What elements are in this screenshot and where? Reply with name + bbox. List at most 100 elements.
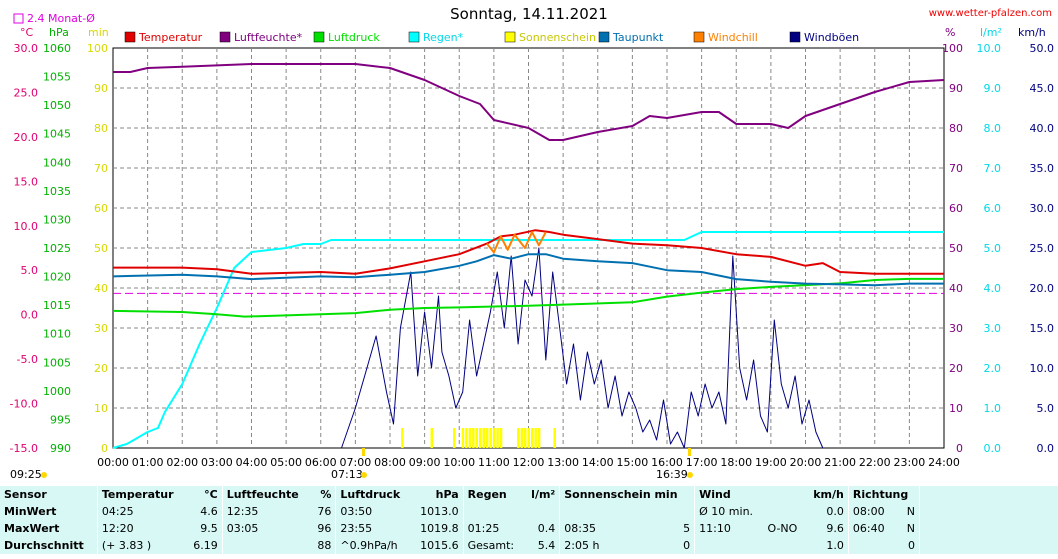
sunshine-tick: 60 — [94, 202, 108, 215]
legend-swatch — [789, 31, 801, 43]
sunshine-bar — [465, 428, 468, 448]
direction-time: 06:40 — [847, 520, 899, 537]
sunshine-bar — [482, 428, 485, 448]
legend-swatch — [598, 31, 610, 43]
pressure-tick: 1045 — [43, 128, 71, 141]
sun-marker — [41, 472, 47, 478]
rain-tick: 0.0 — [984, 442, 1002, 455]
legend-label: Taupunkt — [612, 31, 664, 44]
rain-time: 01:25 — [462, 520, 524, 537]
pressure-value: 1019.8 — [420, 522, 459, 535]
wind-value: 1.0 — [826, 539, 844, 552]
sunshine-bar — [553, 428, 556, 448]
pressure-tick: 990 — [50, 442, 71, 455]
avg-legend-label: 2.4 Monat-Ø — [27, 12, 95, 25]
pressure-tick: 1015 — [43, 299, 71, 312]
pressure-tick: 1010 — [43, 328, 71, 341]
x-tick-label: 01:00 — [132, 456, 164, 469]
humidity-value: 76 — [317, 505, 332, 518]
humidity-tick: 90 — [949, 82, 963, 95]
sunshine-tick: 50 — [94, 242, 108, 255]
sunshine-bar — [524, 428, 527, 448]
wind-tick: 25.0 — [1030, 242, 1055, 255]
temp-time: 12:20 — [96, 520, 186, 537]
series-line — [112, 231, 944, 449]
pressure-value: 1015.6 — [420, 539, 459, 552]
temp-unit-label: °C — [20, 26, 34, 39]
wind-tick: 15.0 — [1030, 322, 1055, 335]
temp-value: 6.19 — [193, 539, 218, 552]
annotation-label: 16:39 — [656, 468, 688, 481]
x-tick-label: 07:00 — [340, 456, 372, 469]
sunshine-tick: 70 — [94, 162, 108, 175]
legend-swatch — [693, 31, 705, 43]
sunshine-bar — [489, 428, 492, 448]
sunshine-bar — [499, 428, 503, 448]
temp-time: 04:25 — [96, 503, 186, 520]
header-humidity-unit: % — [320, 488, 332, 501]
avg-legend-box — [13, 13, 24, 24]
sun-time — [559, 503, 660, 520]
x-tick-label: 24:00 — [928, 456, 960, 469]
x-tick-label: 03:00 — [201, 456, 233, 469]
stats-header-row: Sensor Temperatur °C Luftfeuchte % Luftd… — [0, 486, 1058, 503]
header-wind-unit: km/h — [813, 488, 844, 501]
humidity-time: 12:35 — [221, 503, 312, 520]
x-tick-label: 17:00 — [686, 456, 718, 469]
temp-tick: 5.0 — [21, 264, 39, 277]
wind-tick: 0.0 — [1037, 442, 1055, 455]
sunshine-bar — [527, 428, 530, 448]
direction-time — [847, 537, 899, 554]
header-humidity: Luftfeuchte — [221, 486, 312, 503]
humidity-time: 03:05 — [221, 520, 312, 537]
legend-label: Windböen — [804, 31, 859, 44]
pressure-tick: 1040 — [43, 156, 71, 169]
chart-title: Sonntag, 14.11.2021 — [450, 5, 608, 23]
sun-value: 5 — [683, 522, 691, 535]
wind-direction — [763, 503, 805, 520]
temp-value: 4.6 — [200, 505, 218, 518]
sun-value — [659, 503, 694, 520]
site-link[interactable]: www.wetter-pfalzen.com — [928, 8, 1052, 19]
x-tick-label: 12:00 — [513, 456, 545, 469]
header-temperature: Temperatur — [96, 486, 186, 503]
sunshine-unit-label: min — [88, 26, 109, 39]
rain-tick: 10.0 — [977, 42, 1002, 55]
humidity-tick: 0 — [956, 442, 963, 455]
header-pressure-unit: hPa — [435, 488, 459, 501]
sunshine-bar — [430, 428, 434, 448]
sunshine-bar — [520, 428, 524, 448]
wind-tick: 40.0 — [1030, 122, 1055, 135]
wind-tick: 45.0 — [1030, 82, 1055, 95]
wind-tick: 10.0 — [1030, 362, 1055, 375]
x-tick-label: 20:00 — [790, 456, 822, 469]
pressure-time: 23:55 — [335, 520, 412, 537]
legend-swatch — [219, 31, 231, 43]
legend-label: Windchill — [708, 31, 758, 44]
sunshine-tick: 0 — [101, 442, 108, 455]
temp-tick: -5.0 — [17, 353, 38, 366]
temp-time: (+ 3.83 ) — [96, 537, 186, 554]
header-wind: Wind — [694, 486, 764, 503]
x-tick-label: 10:00 — [443, 456, 475, 469]
sunshine-tick: 10 — [94, 402, 108, 415]
wind-time: 11:10 — [694, 520, 764, 537]
legend-label: Regen* — [423, 31, 464, 44]
x-tick-label: 19:00 — [755, 456, 787, 469]
wind-tick: 5.0 — [1037, 402, 1055, 415]
legend-label: Luftdruck — [328, 31, 380, 44]
humidity-tick: 20 — [949, 362, 963, 375]
rain-tick: 6.0 — [984, 202, 1002, 215]
humidity-time — [221, 537, 312, 554]
temp-tick: 0.0 — [21, 309, 39, 322]
wind-time: Ø 10 min. — [694, 503, 764, 520]
wind-time — [694, 537, 764, 554]
sun-time: 08:35 — [559, 520, 660, 537]
row-label: MaxWert — [4, 522, 60, 535]
annotation-label: 09:25 — [10, 468, 42, 481]
rain-tick: 5.0 — [984, 242, 1002, 255]
sunshine-tick: 90 — [94, 82, 108, 95]
temp-tick: 20.0 — [14, 131, 39, 144]
wind-value: 0.0 — [826, 505, 844, 518]
sun-marker — [687, 472, 693, 478]
